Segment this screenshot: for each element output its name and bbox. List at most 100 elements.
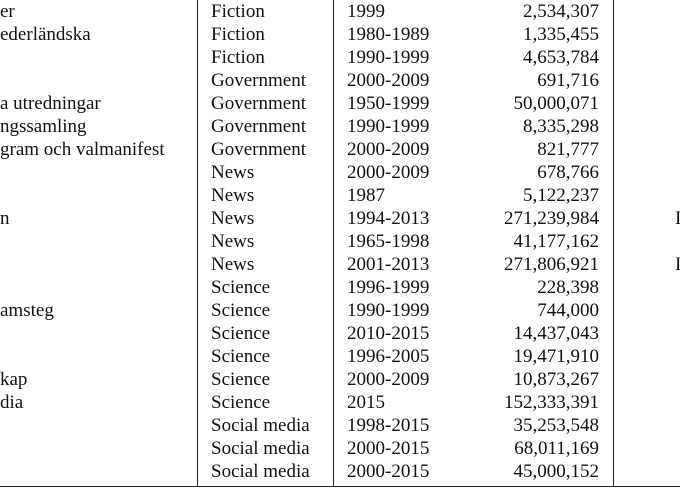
- cell-years: 1996-2005: [347, 346, 430, 367]
- cell-years: 2015: [347, 392, 385, 413]
- cell-tokens: 41,177,162: [513, 231, 600, 252]
- cell-genre: Social media: [211, 438, 310, 459]
- cell-tokens: 5,122,237: [523, 185, 599, 206]
- table-row: a utredningar Government 1950-1999 50,000,0…: [0, 92, 680, 115]
- cell-tokens: 1,335,455: [523, 24, 599, 45]
- cell-genre: Fiction: [211, 1, 265, 22]
- cell-tokens: 691,716: [537, 70, 599, 91]
- cell-tokens: 19,471,910: [513, 346, 600, 367]
- table-row: Government 2000-2009 691,716: [0, 69, 680, 92]
- table-row: Science 2010-2015 14,437,043: [0, 322, 680, 345]
- cell-corpus-name: dia: [0, 392, 24, 413]
- cell-genre: Social media: [211, 415, 310, 436]
- cell-tokens: 228,398: [537, 277, 599, 298]
- cell-genre: Government: [211, 116, 306, 137]
- cell-corpus-name: gram och valmanifest: [0, 139, 165, 160]
- cell-tokens: 744,000: [537, 300, 599, 321]
- cell-tokens: 35,253,548: [513, 415, 600, 436]
- cell-corpus-name: amsteg: [0, 300, 54, 321]
- cell-genre: Social media: [211, 461, 310, 482]
- cell-corpus-name: ngssamling: [0, 116, 87, 137]
- table-row: kap Science 2000-2009 10,873,267: [0, 368, 680, 391]
- cell-corpus-name: er: [0, 1, 15, 22]
- cell-years: 2000-2009: [347, 139, 430, 160]
- cell-genre: Science: [211, 300, 271, 321]
- table-row: dia Science 2015 152,333,391: [0, 391, 680, 414]
- cell-genre: Science: [211, 277, 271, 298]
- table-row: ngssamling Government 1990-1999 8,335,298: [0, 115, 680, 138]
- table-row: Fiction 1990-1999 4,653,784: [0, 46, 680, 69]
- cell-years: 1998-2015: [347, 415, 430, 436]
- cell-tokens: 10,873,267: [513, 369, 600, 390]
- cell-tokens: 14,437,043: [513, 323, 600, 344]
- cell-years: 1987: [347, 185, 385, 206]
- column-divider-extra: [613, 0, 614, 486]
- cell-genre: Science: [211, 392, 271, 413]
- corpus-table: er Fiction 1999 2,534,307 ederländska Fictio…: [0, 0, 680, 483]
- cell-genre: Science: [211, 346, 271, 367]
- cell-corpus-name: n: [0, 208, 10, 229]
- cell-genre: Fiction: [211, 47, 265, 68]
- cell-extra: I: [675, 254, 680, 275]
- cell-genre: News: [211, 254, 255, 275]
- table-row: amsteg Science 1990-1999 744,000: [0, 299, 680, 322]
- cell-years: 1965-1998: [347, 231, 430, 252]
- cell-genre: Government: [211, 93, 306, 114]
- table-row: Science 1996-2005 19,471,910: [0, 345, 680, 368]
- cell-genre: Government: [211, 70, 306, 91]
- column-divider-genre: [197, 0, 198, 486]
- cell-tokens: 68,011,169: [514, 438, 599, 459]
- cell-years: 1994-2013: [347, 208, 430, 229]
- cell-tokens: 678,766: [537, 162, 599, 183]
- cell-tokens: 50,000,071: [513, 93, 600, 114]
- cell-genre: Science: [211, 323, 271, 344]
- table-row: Social media 2000-2015 68,011,169: [0, 437, 680, 460]
- cell-extra: I: [675, 208, 680, 229]
- cell-genre: Fiction: [211, 24, 265, 45]
- cell-corpus-name: ederländska: [0, 24, 91, 45]
- table-row: News 2000-2009 678,766: [0, 161, 680, 184]
- table-row: n News 1994-2013 271,239,984 I: [0, 207, 680, 230]
- table-row: News 2001-2013 271,806,921 I: [0, 253, 680, 276]
- cell-years: 2000-2009: [347, 162, 430, 183]
- cell-years: 2000-2015: [347, 461, 430, 482]
- table-row: Social media 2000-2015 45,000,152: [0, 460, 680, 483]
- cell-years: 1990-1999: [347, 47, 430, 68]
- cell-tokens: 8,335,298: [523, 116, 599, 137]
- cell-tokens: 4,653,784: [523, 47, 599, 68]
- cell-years: 1950-1999: [347, 93, 430, 114]
- cell-tokens: 2,534,307: [523, 1, 599, 22]
- cell-tokens: 821,777: [537, 139, 599, 160]
- table-row: ederländska Fiction 1980-1989 1,335,455: [0, 23, 680, 46]
- cell-corpus-name: kap: [0, 369, 28, 390]
- cell-tokens: 45,000,152: [513, 461, 600, 482]
- table-row: gram och valmanifest Government 2000-2009 8…: [0, 138, 680, 161]
- table-row: News 1965-1998 41,177,162: [0, 230, 680, 253]
- cell-years: 2010-2015: [347, 323, 430, 344]
- cell-genre: News: [211, 208, 255, 229]
- cell-years: 2000-2015: [347, 438, 430, 459]
- cell-years: 1990-1999: [347, 116, 430, 137]
- cell-tokens: 271,239,984: [504, 208, 599, 229]
- cell-years: 1999: [347, 1, 385, 22]
- cell-genre: News: [211, 231, 255, 252]
- cell-tokens: 271,806,921: [504, 254, 599, 275]
- table-row: er Fiction 1999 2,534,307: [0, 0, 680, 23]
- cell-years: 1996-1999: [347, 277, 430, 298]
- cell-genre: News: [211, 185, 255, 206]
- cell-years: 1990-1999: [347, 300, 430, 321]
- cell-years: 2001-2013: [347, 254, 430, 275]
- column-divider-years: [333, 0, 334, 486]
- cell-genre: Science: [211, 369, 271, 390]
- table-row: News 1987 5,122,237: [0, 184, 680, 207]
- table-row: Social media 1998-2015 35,253,548: [0, 414, 680, 437]
- cell-genre: Government: [211, 139, 306, 160]
- cell-corpus-name: a utredningar: [0, 93, 101, 114]
- cell-years: 2000-2009: [347, 369, 430, 390]
- cell-tokens: 152,333,391: [504, 392, 599, 413]
- table-row: Science 1996-1999 228,398: [0, 276, 680, 299]
- table-bottom-rule: [0, 486, 680, 487]
- cell-genre: News: [211, 162, 255, 183]
- cell-years: 1980-1989: [347, 24, 430, 45]
